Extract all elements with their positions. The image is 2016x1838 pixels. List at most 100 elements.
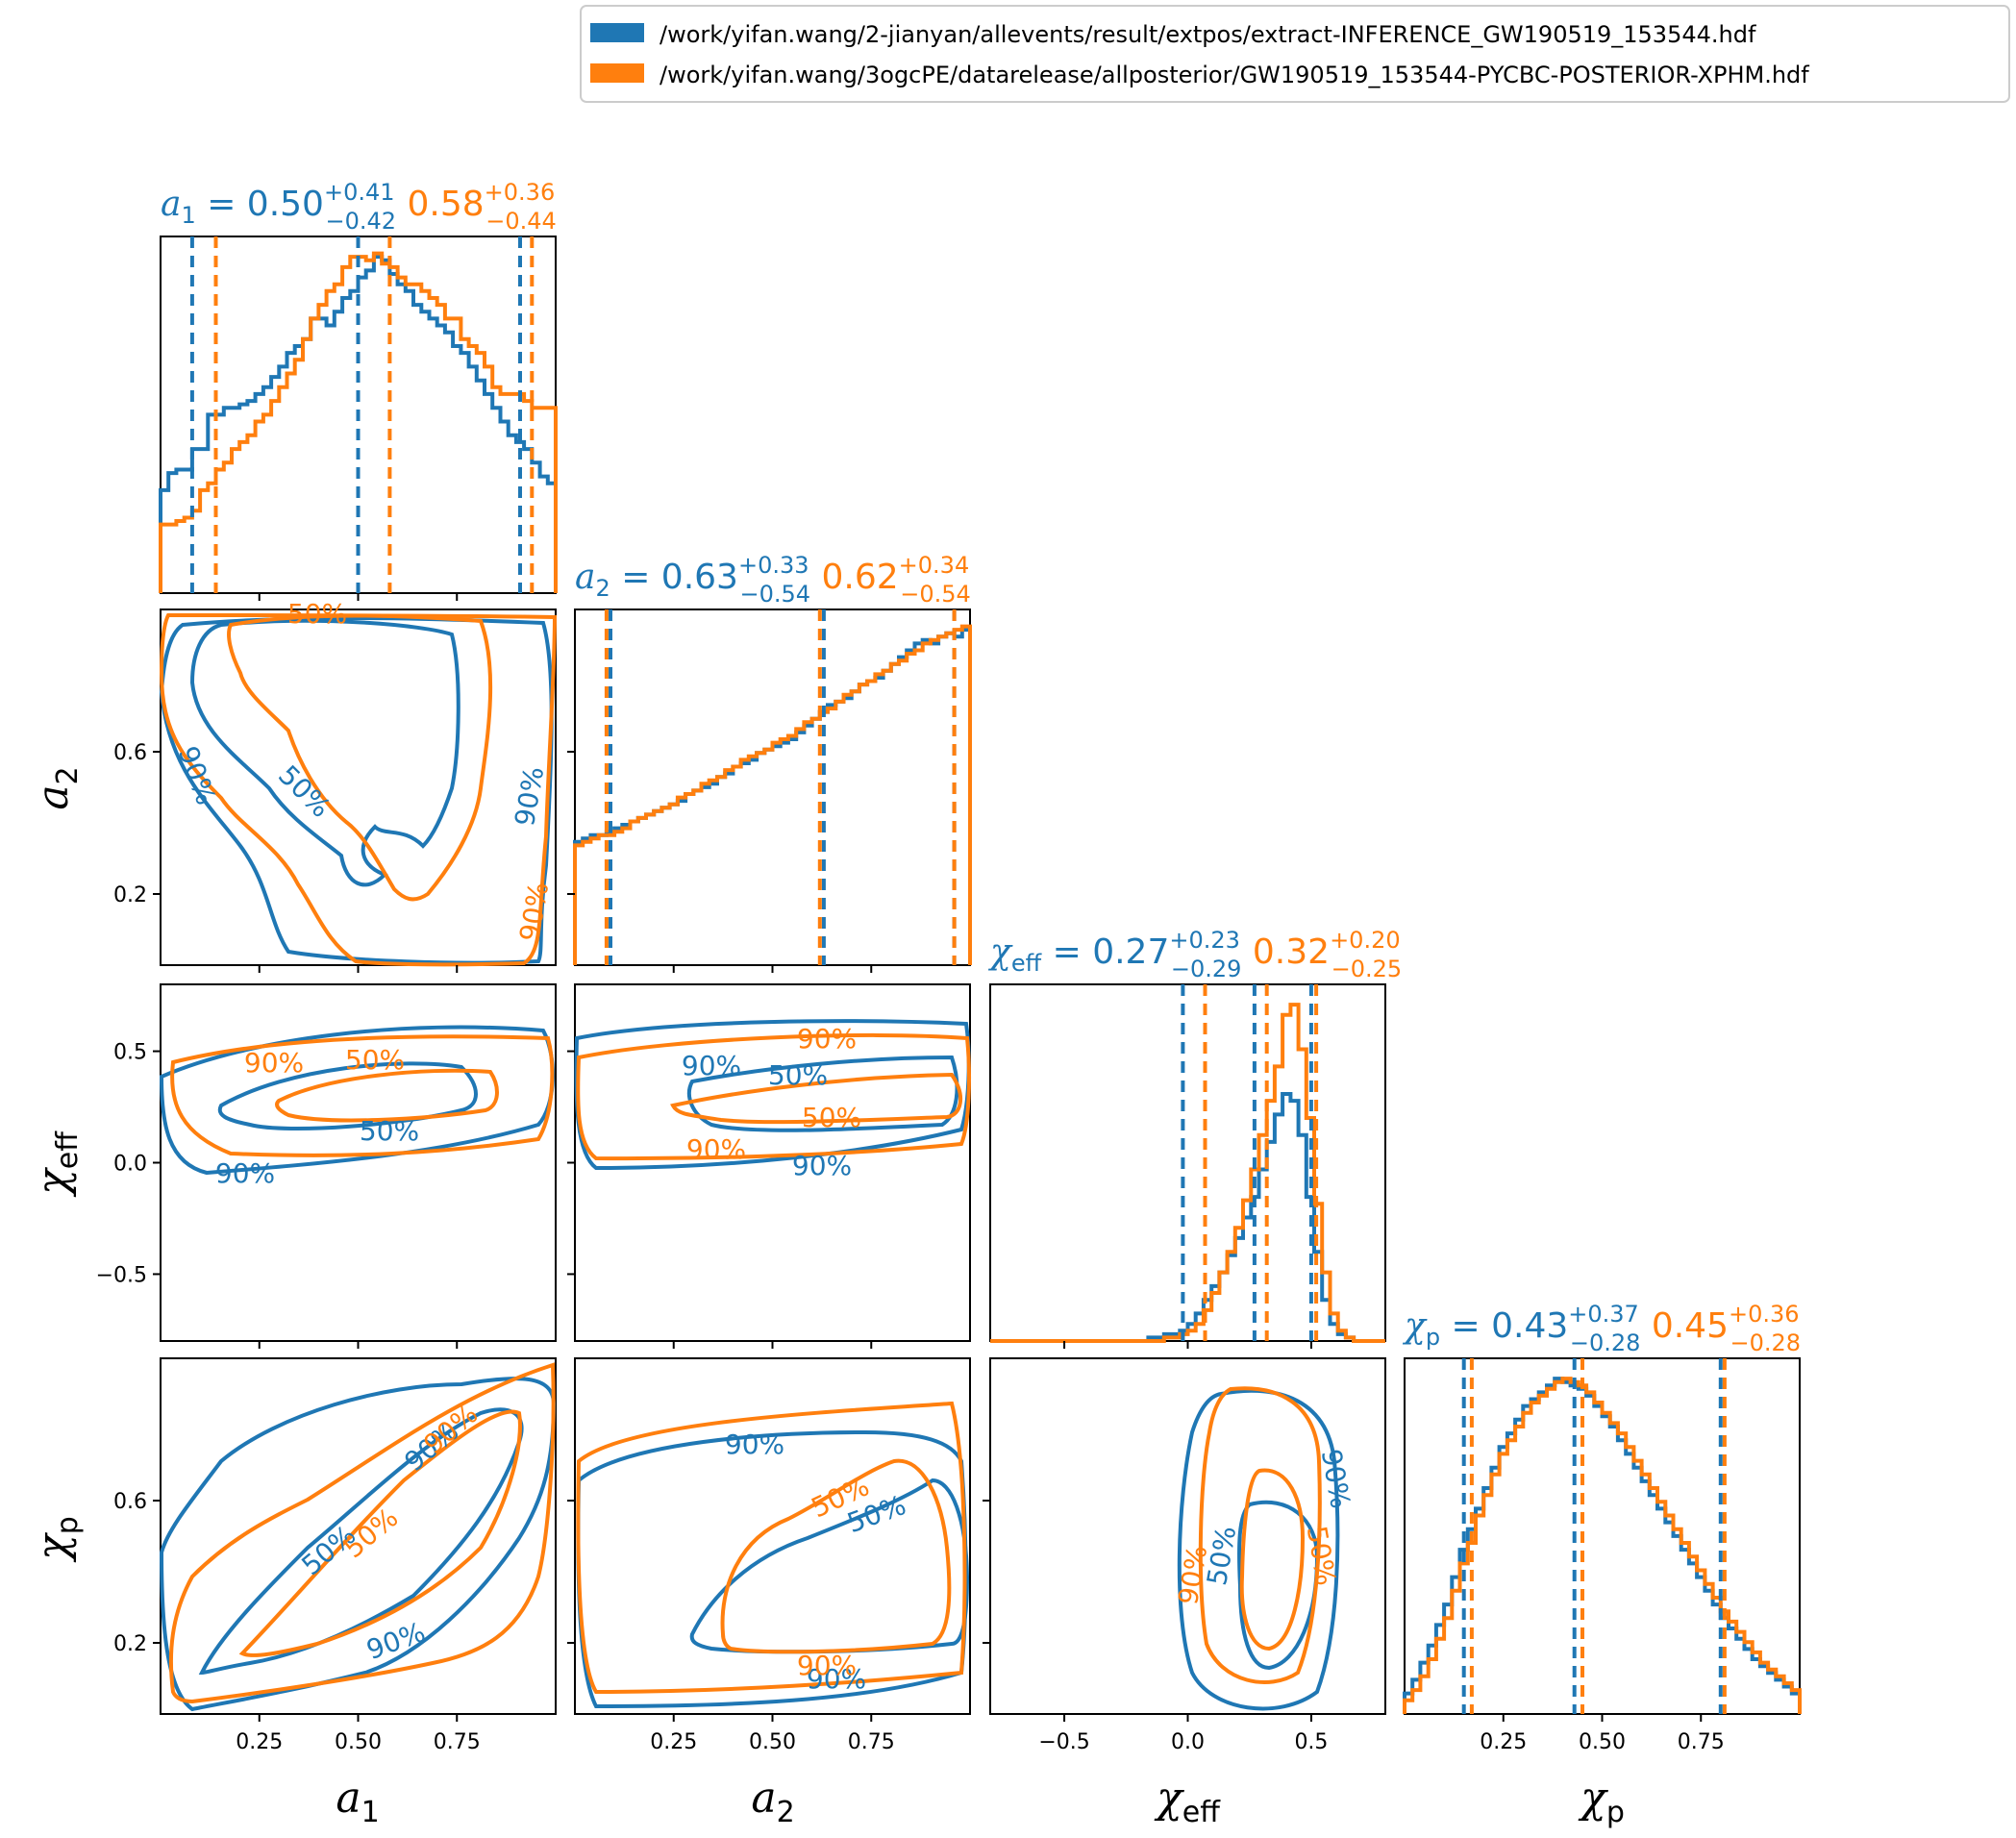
contour-s2-50-a1-chip: [238, 1409, 522, 1657]
hist-chi_p-s2: [1403, 1377, 1802, 1714]
clabel-s2-90: 90%: [513, 880, 555, 944]
panel-a2-chip: [574, 1357, 971, 1715]
contour-s2-50-chieff-chip: [1239, 1468, 1306, 1652]
chieff-x-tick-label: 0.0: [1171, 1730, 1205, 1754]
hist-chi_eff-s1: [990, 1092, 1385, 1343]
title-part-a2-7: −0.54: [900, 581, 971, 608]
contour-s2-90-chieff-chip: [1198, 1386, 1322, 1684]
title-part-a1-4: −0.42: [326, 208, 397, 235]
clabel-s2-50: 50%: [802, 1102, 861, 1133]
chip-x-tick-label: 0.25: [1480, 1730, 1527, 1754]
title-part-chi_eff-4: −0.29: [1171, 956, 1242, 982]
clabel-s2-90: 90%: [686, 1133, 746, 1165]
contour-s1-50-a1-a2: [189, 618, 460, 887]
contour-s1-90-a2-chieff: [574, 1019, 971, 1171]
contours: [159, 612, 1340, 1712]
clabel-s2-90: 90%: [797, 1650, 857, 1681]
hist-a1-s2: [159, 251, 558, 593]
title-part-a1-3: +0.41: [324, 179, 395, 206]
a1-x-tick-label: 0.25: [236, 1730, 283, 1754]
legend: /work/yifan.wang/2-jianyan/allevents/res…: [580, 5, 2010, 103]
contour-s2-90-a1-a2: [159, 612, 558, 967]
title-part-chi_p-1: p: [1426, 1324, 1440, 1351]
title-part-chi_eff-7: −0.25: [1332, 956, 1403, 982]
panel-a2-hist: [574, 609, 971, 966]
title-chi_eff: χeff = 0.27+0.23 −0.29 0.32+0.20 −0.25: [987, 927, 1402, 982]
xlabel-a2: a2: [751, 1774, 794, 1829]
contour-s1-90-a2-chip: [576, 1429, 968, 1709]
title-part-a1-0: a: [161, 185, 181, 224]
clabel-s1-90: 90%: [172, 742, 222, 809]
title-part-a2-0: a: [575, 558, 595, 597]
panel-a1-a2: [160, 609, 557, 966]
xlabel-chieff: χeff: [1154, 1774, 1221, 1829]
title-part-a2-3: +0.33: [738, 552, 809, 579]
clabel-s1-50: 50%: [272, 759, 336, 824]
contour-s2-50-a1-chieff: [275, 1068, 499, 1123]
title-part-chi_p-2: = 0.43: [1440, 1306, 1568, 1346]
a2-x-tick-label: 0.25: [650, 1730, 697, 1754]
title-a2: a2 = 0.63+0.33 −0.54 0.62+0.34 −0.54: [575, 552, 971, 608]
ylabel-chieff: χeff: [29, 1130, 85, 1198]
clabel-s2-90: 90%: [797, 1023, 857, 1055]
ylabel-a2: a2: [29, 766, 85, 809]
title-part-a2-1: 2: [595, 575, 610, 602]
contour-s2-50-a2-chip: [720, 1458, 952, 1654]
title-chi_p: χp = 0.43+0.37 −0.28 0.45+0.36 −0.28: [1402, 1301, 1801, 1356]
title-part-chi_eff-3: +0.23: [1169, 927, 1240, 954]
xlabel-chip: χp: [1578, 1774, 1625, 1829]
chip-y-tick-label: 0.2: [113, 1632, 147, 1656]
clabel-s1-50: 50%: [360, 1115, 419, 1147]
a2-x-tick-label: 0.75: [848, 1730, 895, 1754]
title-part-chi_eff-2: = 0.27: [1041, 932, 1169, 972]
axis-ticks: 0.25 0.50 0.75 0.25 0.50 0.75 −0.5 0.0 0.5 0.25 0.…: [96, 593, 1725, 1754]
ylabel-chip: χp: [29, 1516, 85, 1563]
title-part-chi_eff-0: χ: [987, 932, 1013, 972]
title-part-chi_p-7: −0.28: [1730, 1329, 1802, 1356]
xlabel-chip-sym: χ: [1578, 1774, 1608, 1823]
contour-s2-90-a1-chieff: [170, 1034, 555, 1157]
legend-swatch-series2: [590, 63, 644, 83]
legend-frame: [580, 5, 2010, 103]
a1-x-tick-label: 0.50: [335, 1730, 382, 1754]
chieff-x-tick-label: −0.5: [1038, 1730, 1089, 1754]
xlabel-a1-sub: 1: [361, 1796, 380, 1829]
title-part-a2-6: +0.34: [899, 552, 970, 579]
chieff-y-tick-label: −0.5: [96, 1263, 147, 1287]
contour-s1-90-a1-chieff: [159, 1025, 556, 1176]
title-part-chi_p-5: 0.45: [1640, 1306, 1729, 1346]
xlabel-chieff-sym: χ: [1154, 1774, 1184, 1823]
a2-x-tick-label: 0.50: [749, 1730, 796, 1754]
legend-label-series1: /work/yifan.wang/2-jianyan/allevents/res…: [660, 21, 1756, 48]
contour-s1-90-a1-chip: [159, 1377, 557, 1712]
hist-chi_eff-s2: [990, 1003, 1385, 1343]
xlabel-a1: a1: [336, 1774, 379, 1829]
histograms: [159, 251, 1802, 1714]
xlabel-a2-sub: 2: [777, 1796, 795, 1829]
a2-y-tick-label: 0.2: [113, 883, 147, 907]
clabel-s2-50: 50%: [345, 1044, 405, 1076]
hist-chi_p-s1: [1403, 1377, 1802, 1714]
title-part-chi_eff-1: eff: [1011, 950, 1042, 977]
title-part-a1-5: 0.58: [396, 185, 485, 224]
ylabel-a2-sub: 2: [51, 766, 85, 784]
clabel-s1-90: 90%: [792, 1150, 852, 1181]
ylabel-chip-sub: p: [51, 1516, 85, 1534]
chieff-y-tick-label: 0.5: [113, 1041, 147, 1065]
panel-frames: [160, 236, 1801, 1715]
xlabel-a1-sym: a: [336, 1774, 361, 1823]
ylabel-chieff-sym: χ: [29, 1167, 78, 1198]
hist-a2-s1: [573, 628, 972, 965]
a2-y-tick-label: 0.6: [113, 741, 147, 765]
contour-s1-50-a2-chieff: [686, 1055, 959, 1132]
panel-chieff-hist: [989, 983, 1386, 1342]
title-part-chi_p-6: +0.36: [1729, 1301, 1800, 1328]
contour-s2-50-a1-a2: [227, 613, 493, 902]
clabel-s1-50: 50%: [768, 1059, 828, 1091]
title-part-a2-4: −0.54: [740, 581, 811, 608]
ylabel-chieff-sub: eff: [51, 1130, 85, 1169]
title-part-a1-1: 1: [181, 202, 195, 229]
